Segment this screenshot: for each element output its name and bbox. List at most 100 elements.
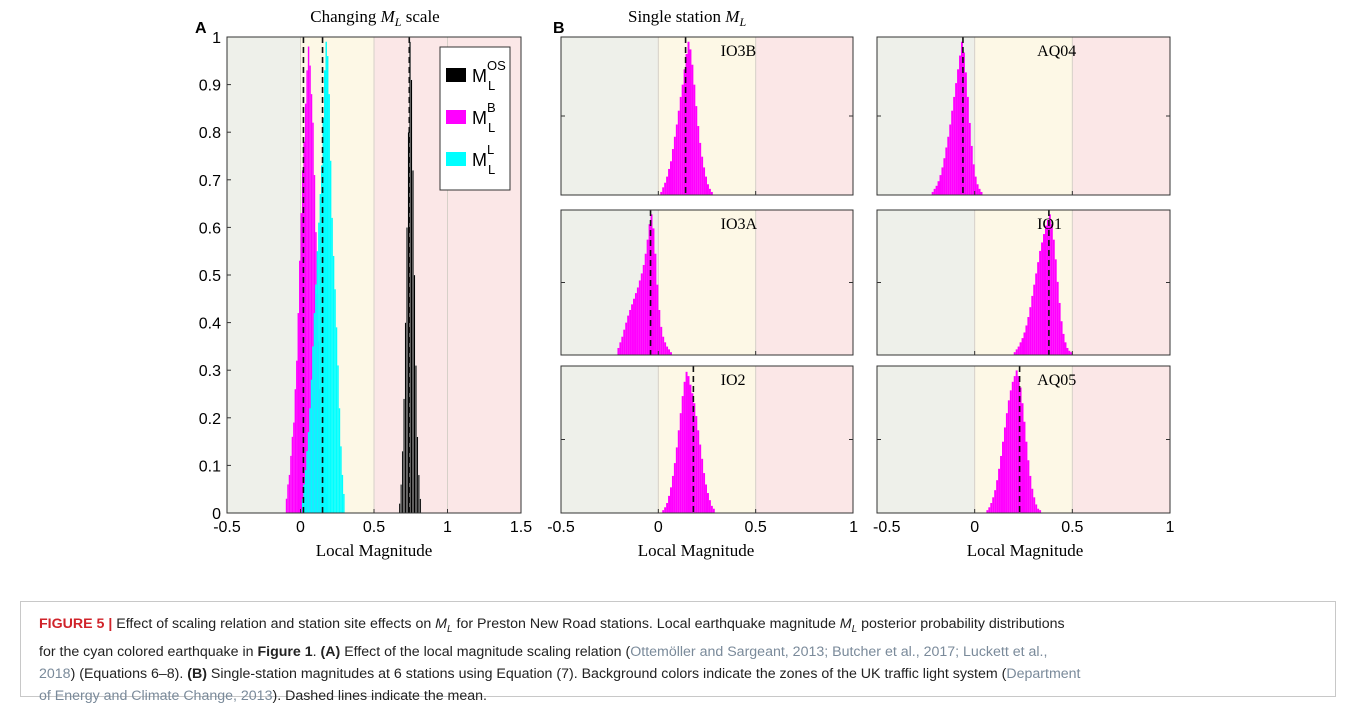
histogram-bar (933, 188, 936, 195)
y-tick-label: 0.4 (199, 316, 221, 333)
histogram-bar (1068, 350, 1071, 355)
x-tick-label: 1 (443, 519, 452, 536)
station-panel-aq04: AQ04 (876, 36, 1171, 196)
histogram-bar (941, 167, 944, 195)
histogram-bar (943, 158, 946, 195)
histogram-bar (307, 432, 310, 513)
histogram-bar (955, 83, 958, 195)
histogram-bar (642, 264, 645, 355)
histogram-bar (1019, 387, 1022, 513)
histogram-bar (404, 322, 407, 514)
histogram-bar (699, 444, 702, 513)
panel-b-title: Single station ML (628, 7, 746, 29)
histogram-bar (1062, 333, 1065, 355)
histogram-bar (1023, 332, 1026, 355)
histogram-bar (326, 56, 329, 513)
histogram-bar (1035, 504, 1038, 513)
x-tick-label: 1.5 (510, 519, 532, 536)
histogram-bar (1013, 376, 1016, 513)
histogram-bar (293, 422, 295, 513)
histogram-bar (419, 498, 422, 514)
x-tick-label: 1 (849, 519, 858, 536)
histogram-bar (974, 176, 977, 195)
histogram-bar (319, 194, 322, 513)
histogram-bar (935, 185, 938, 195)
histogram-bar (328, 94, 330, 514)
histogram-bar (331, 217, 333, 513)
histogram-bar (976, 184, 979, 195)
station-panel-io1: IO1 (876, 209, 1171, 356)
histogram-bar (693, 403, 696, 513)
histogram-bar (309, 408, 311, 513)
zone-band (877, 366, 975, 513)
histogram-bar (668, 495, 671, 513)
histogram-bar (986, 510, 989, 513)
caption-figure-label: FIGURE 5 | (39, 616, 113, 632)
station-panel-aq05: AQ05 (876, 365, 1171, 514)
y-tick-label: 0.7 (199, 173, 221, 190)
histogram-bar (1064, 342, 1067, 355)
figure-caption: FIGURE 5 | Effect of scaling relation an… (20, 601, 1336, 704)
histogram-bar (703, 473, 706, 513)
histogram-bar (970, 145, 973, 195)
histogram-bar (1025, 325, 1028, 355)
histogram-bar (708, 188, 711, 195)
caption-reference-link[interactable]: 2018 (39, 665, 71, 682)
histogram-bar (1025, 441, 1028, 513)
histogram-bar (947, 136, 950, 195)
histogram-bar (666, 176, 669, 195)
histogram-bar (310, 379, 313, 513)
y-tick-label: 0.9 (199, 78, 221, 95)
caption-reference-link[interactable]: of Energy and Climate Change, 2013 (39, 687, 273, 704)
histogram-bar (341, 474, 344, 513)
zone-band (1072, 366, 1170, 513)
histogram-bar (959, 55, 961, 195)
histogram-bar (1009, 390, 1012, 513)
histogram-bar (334, 289, 336, 513)
histogram-bar (1031, 295, 1034, 355)
x-tick-label: 0.5 (363, 519, 385, 536)
histogram-bar (664, 182, 667, 195)
zone-band (755, 37, 853, 195)
histogram-bar (625, 322, 628, 355)
histogram-bar (668, 168, 671, 195)
histogram-bar (287, 484, 289, 513)
histogram-bar (646, 239, 649, 355)
histogram-bar (656, 284, 659, 355)
panel-a-xlabel: Local Magnitude (316, 541, 433, 560)
x-tick-label: 0 (970, 519, 979, 536)
histogram-bar (703, 167, 706, 195)
histogram-bar (949, 124, 952, 195)
histogram-bar (644, 253, 647, 355)
histogram-bar (708, 500, 711, 513)
zone-band (561, 37, 659, 195)
caption-reference-link[interactable]: Ottemöller and Sargeant, 2013; Butcher e… (630, 643, 1048, 660)
y-tick-label: 0.1 (199, 458, 221, 475)
histogram-bar (1044, 225, 1047, 355)
caption-figure-1-link[interactable]: Figure 1 (257, 643, 313, 660)
histogram-bar (633, 298, 635, 355)
y-tick-label: 0.8 (199, 125, 221, 142)
y-tick-label: 1 (212, 30, 221, 47)
histogram-bar (1052, 239, 1055, 355)
x-tick-label: 1 (1166, 519, 1175, 536)
histogram-bar (629, 309, 632, 355)
panel-b-right-xlabel: Local Magnitude (967, 541, 1084, 560)
panel-a-legend: MOS L MB L ML L (439, 46, 511, 191)
histogram-bar (1043, 234, 1045, 355)
panel-a-title: Changing ML scale (310, 7, 439, 29)
histogram-bar (403, 398, 406, 514)
histogram-bar (410, 79, 413, 514)
zone-band (755, 366, 853, 513)
x-tick-label: -0.5 (547, 519, 575, 536)
histogram-bar (312, 346, 314, 513)
station-label: IO3B (721, 43, 757, 60)
histogram-bar (299, 260, 301, 513)
histogram-bar (681, 396, 684, 513)
histogram-bar (623, 329, 626, 355)
histogram-bar (695, 416, 698, 513)
caption-reference-link[interactable]: Department (1006, 665, 1081, 682)
histogram-bar (670, 161, 672, 195)
histogram-bar (1023, 421, 1026, 513)
